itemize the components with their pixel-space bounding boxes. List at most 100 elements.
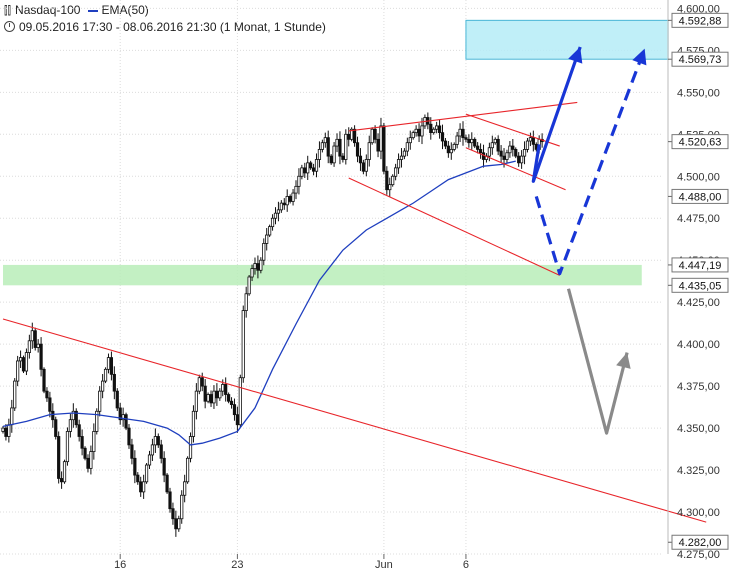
candle-body [215,390,219,399]
candle-body [188,436,193,459]
candle-body [18,357,23,362]
candle-body [367,142,371,160]
candle-body [106,357,111,370]
candle-body [446,145,450,154]
arrows-layer [531,46,647,435]
candle-body [493,138,497,144]
candle-body [27,340,31,353]
candle-body [33,330,37,348]
candle-body [502,155,506,160]
trendlines-layer [2,101,707,523]
candle-body [273,212,278,219]
candle-body [279,202,283,211]
y-axis: 4.600,004.575,004.550,004.525,004.500,00… [667,0,729,561]
price-box-label: 4.488,00 [679,191,722,203]
y-tick-label: 4.600,00 [677,3,720,15]
candle-body [499,150,503,157]
flag-upper-line [465,113,560,147]
candle-body [411,132,415,139]
ema-layer [2,160,516,446]
candle-body [352,128,357,144]
candle-body [435,125,439,130]
symbol-name: Nasdaq-100 [15,3,81,17]
candle-body [385,170,389,191]
y-tick-label: 4.400,00 [677,339,720,351]
candle-body [303,167,307,174]
y-tick-label: 4.300,00 [677,507,720,519]
y-tick-label: 4.350,00 [677,423,720,435]
candle-body [241,310,245,379]
price-box-label: 4.520,63 [679,137,722,149]
candle-body [394,167,398,177]
candle-body [168,491,172,510]
price-box [671,188,729,204]
chart-header-line2: 09.05.2016 17:30 - 08.06.2016 21:30 (1 M… [4,20,326,34]
candle-body [229,400,234,405]
y-tick-label: 4.550,00 [677,87,720,99]
y-tick-label: 4.425,00 [677,297,720,309]
candle-body [235,414,239,426]
candle-body [48,397,52,412]
candle-body [221,384,225,392]
candle-body [256,263,260,271]
price-box [671,12,729,28]
candlestick-icon: ⫿⫿ [4,5,12,17]
ema-legend-swatch [88,9,99,12]
candle-body [65,431,70,463]
gray-arrow-head [616,352,631,369]
candle-body [121,414,125,421]
candle-body [476,145,480,150]
price-box [671,534,729,550]
price-box-label: 4.447,19 [679,260,722,272]
candle-body [180,494,184,520]
candle-body [391,175,395,186]
candle-body [156,436,160,446]
candle-body [13,380,17,409]
candle-body [191,410,196,437]
candle-body [101,380,105,392]
candle-body [496,138,500,152]
candle-body [197,377,201,392]
candle-body [505,152,509,160]
candle-body [478,149,483,154]
candle-body [95,410,99,432]
candle-body [124,414,128,429]
candle-body [508,145,512,154]
triangle-lower-line [348,177,560,276]
x-axis: 16 23 Jun 6 [114,554,469,571]
candle-body [361,162,365,172]
candle-body [317,149,322,160]
candle-body [200,377,204,387]
candle-body [467,138,471,144]
candle-body [224,384,228,395]
candle-body [455,135,459,145]
candle-body [209,394,213,404]
candle-body [408,137,412,144]
price-box-label: 4.569,73 [679,54,722,66]
candle-body [86,457,90,469]
candle-body [306,162,310,174]
candle-body [218,390,222,399]
candles-layer [1,112,544,537]
price-box [671,51,729,67]
candle-body [206,394,210,402]
candle-body [68,419,72,432]
y-tick-label: 4.475,00 [677,213,720,225]
candle-body [30,330,34,342]
price-box [671,257,729,273]
candle-body [247,276,251,295]
candle-body [335,138,339,147]
candle-body [183,481,187,496]
candle-body [344,133,348,160]
candle-body [379,125,383,152]
candle-body [98,390,102,412]
candle-body [259,259,263,271]
flag-lower-line [465,147,566,191]
candle-body [417,128,421,137]
candle-body [127,427,131,446]
candle-body [16,360,20,382]
price-box-label: 4.592,88 [679,15,722,27]
candle-body [57,436,61,479]
ema-legend-label: EMA(50) [101,3,149,17]
